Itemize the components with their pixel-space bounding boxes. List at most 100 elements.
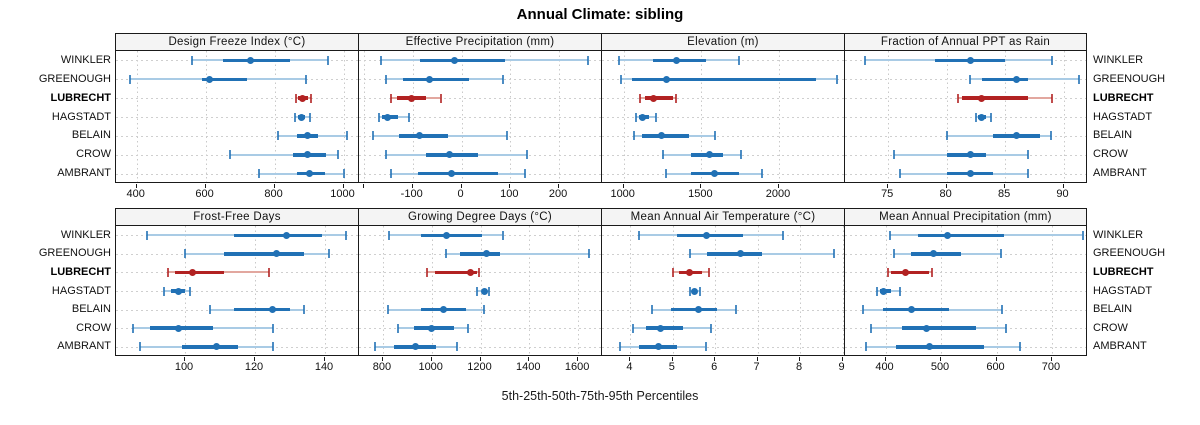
whisker-cap-left	[888, 230, 891, 240]
axis-tick-label: 1000	[610, 188, 635, 200]
axis-tick	[273, 184, 275, 188]
whisker-cap-right	[310, 93, 313, 103]
gridline-horizontal	[116, 135, 358, 137]
iqr-bar	[632, 77, 817, 81]
axis-tick	[558, 184, 560, 188]
axis-tick	[1050, 357, 1052, 361]
gridline-horizontal	[845, 291, 1086, 292]
axis-tick	[342, 184, 344, 188]
panel-strip: Mean Annual Air Temperature (°C)	[601, 208, 844, 226]
axis-tick-label: 120	[244, 361, 264, 373]
panel-title: Mean Annual Air Temperature (°C)	[630, 211, 816, 223]
site-label-left: LUBRECHT	[50, 265, 112, 278]
axis-tick-label: 80	[939, 188, 952, 200]
iqr-bar	[644, 96, 674, 100]
whisker-cap-left	[886, 267, 889, 277]
whisker-cap-right	[1081, 230, 1084, 240]
median-dot	[188, 268, 196, 276]
whisker-cap-right	[327, 55, 329, 65]
median-dot	[703, 231, 711, 239]
whisker-cap-right	[456, 342, 459, 352]
whisker-cap-right	[698, 286, 701, 296]
axis-tick	[1004, 184, 1006, 188]
gridline-vertical	[996, 226, 998, 355]
whisker-cap-right	[835, 74, 838, 84]
iqr-bar	[234, 233, 322, 237]
axis-tick	[940, 357, 941, 361]
whisker-cap-right	[478, 267, 481, 277]
site-label-left: WINKLER	[60, 228, 111, 241]
whisker-cap-right	[1001, 305, 1003, 315]
whisker-cap-right	[189, 286, 192, 296]
median-dot	[694, 306, 702, 314]
median-dot	[174, 324, 182, 332]
panel-plot	[115, 226, 358, 356]
axis-tick	[324, 357, 325, 361]
whisker-cap-left	[688, 249, 691, 259]
axis-tick	[799, 357, 800, 361]
iqr-bar	[961, 96, 1029, 100]
axis-tick-label: 1500	[688, 188, 713, 200]
whisker-cap-left	[688, 286, 691, 296]
median-dot	[1013, 75, 1021, 83]
median-dot	[902, 268, 909, 276]
median-dot	[705, 151, 713, 159]
whisker-cap-left	[618, 55, 621, 65]
panel-plot	[601, 51, 844, 183]
median-dot	[926, 343, 934, 351]
whisker-cap-right	[710, 323, 712, 333]
axis-tick	[756, 357, 758, 361]
axis-tick-label: 800	[264, 188, 283, 200]
panel-plot	[844, 51, 1087, 183]
whisker-cap-right	[1050, 55, 1053, 65]
axis-tick-label: 6	[711, 361, 718, 373]
gridline-vertical	[800, 226, 801, 355]
whisker-cap-right	[587, 55, 590, 65]
median-dot	[978, 94, 986, 102]
axis-tick-label: 600	[986, 361, 1005, 373]
whisker-cap-right	[707, 267, 710, 277]
gridline-vertical	[205, 51, 207, 182]
whisker-cap-left	[277, 131, 279, 141]
whisker-cap-right	[990, 112, 992, 122]
median-dot	[407, 94, 415, 102]
whisker-cap-left	[892, 249, 895, 259]
median-dot	[673, 56, 680, 64]
gridline-horizontal	[845, 272, 1086, 274]
iqr-bar	[181, 345, 238, 349]
whisker-cap-left	[876, 286, 879, 296]
whisker-cap-right	[1018, 342, 1021, 352]
panel-strip: Elevation (m)	[601, 33, 844, 51]
panel-strip: Effective Precipitation (mm)	[358, 33, 601, 51]
whisker-cap-left	[377, 112, 380, 122]
whisker-cap-right	[303, 305, 305, 315]
median-dot	[440, 306, 448, 314]
gridline-vertical	[136, 51, 138, 182]
x-axis-label: 5th-25th-50th-75th-95th Percentiles	[501, 389, 699, 403]
whisker-cap-left	[870, 323, 873, 333]
gridline-horizontal	[602, 346, 844, 348]
gridline-vertical	[510, 51, 512, 182]
iqr-bar	[902, 326, 976, 330]
axis-tick-label: 700	[1041, 361, 1061, 373]
axis-tick	[841, 357, 843, 361]
whisker-cap-right	[999, 249, 1002, 259]
whisker-cap-right	[760, 169, 763, 179]
gridline-vertical	[757, 226, 759, 355]
median-dot	[943, 231, 951, 239]
axis-tick	[995, 357, 997, 361]
whisker-cap-right	[501, 230, 504, 240]
whisker-cap-left	[632, 131, 635, 141]
whisker-cap-left	[898, 169, 901, 179]
panel-title: Frost-Free Days	[193, 211, 281, 223]
axis-tick-label: 400	[875, 361, 894, 373]
whisker-cap-right	[268, 267, 270, 277]
gridline-vertical	[382, 226, 384, 355]
median-dot	[450, 56, 458, 64]
site-label-left: HAGSTADT	[51, 110, 111, 123]
whisker-cap-left	[635, 112, 638, 122]
whisker-cap-right	[523, 169, 526, 179]
whisker-cap-right	[271, 323, 274, 333]
whisker-cap-left	[397, 323, 400, 333]
